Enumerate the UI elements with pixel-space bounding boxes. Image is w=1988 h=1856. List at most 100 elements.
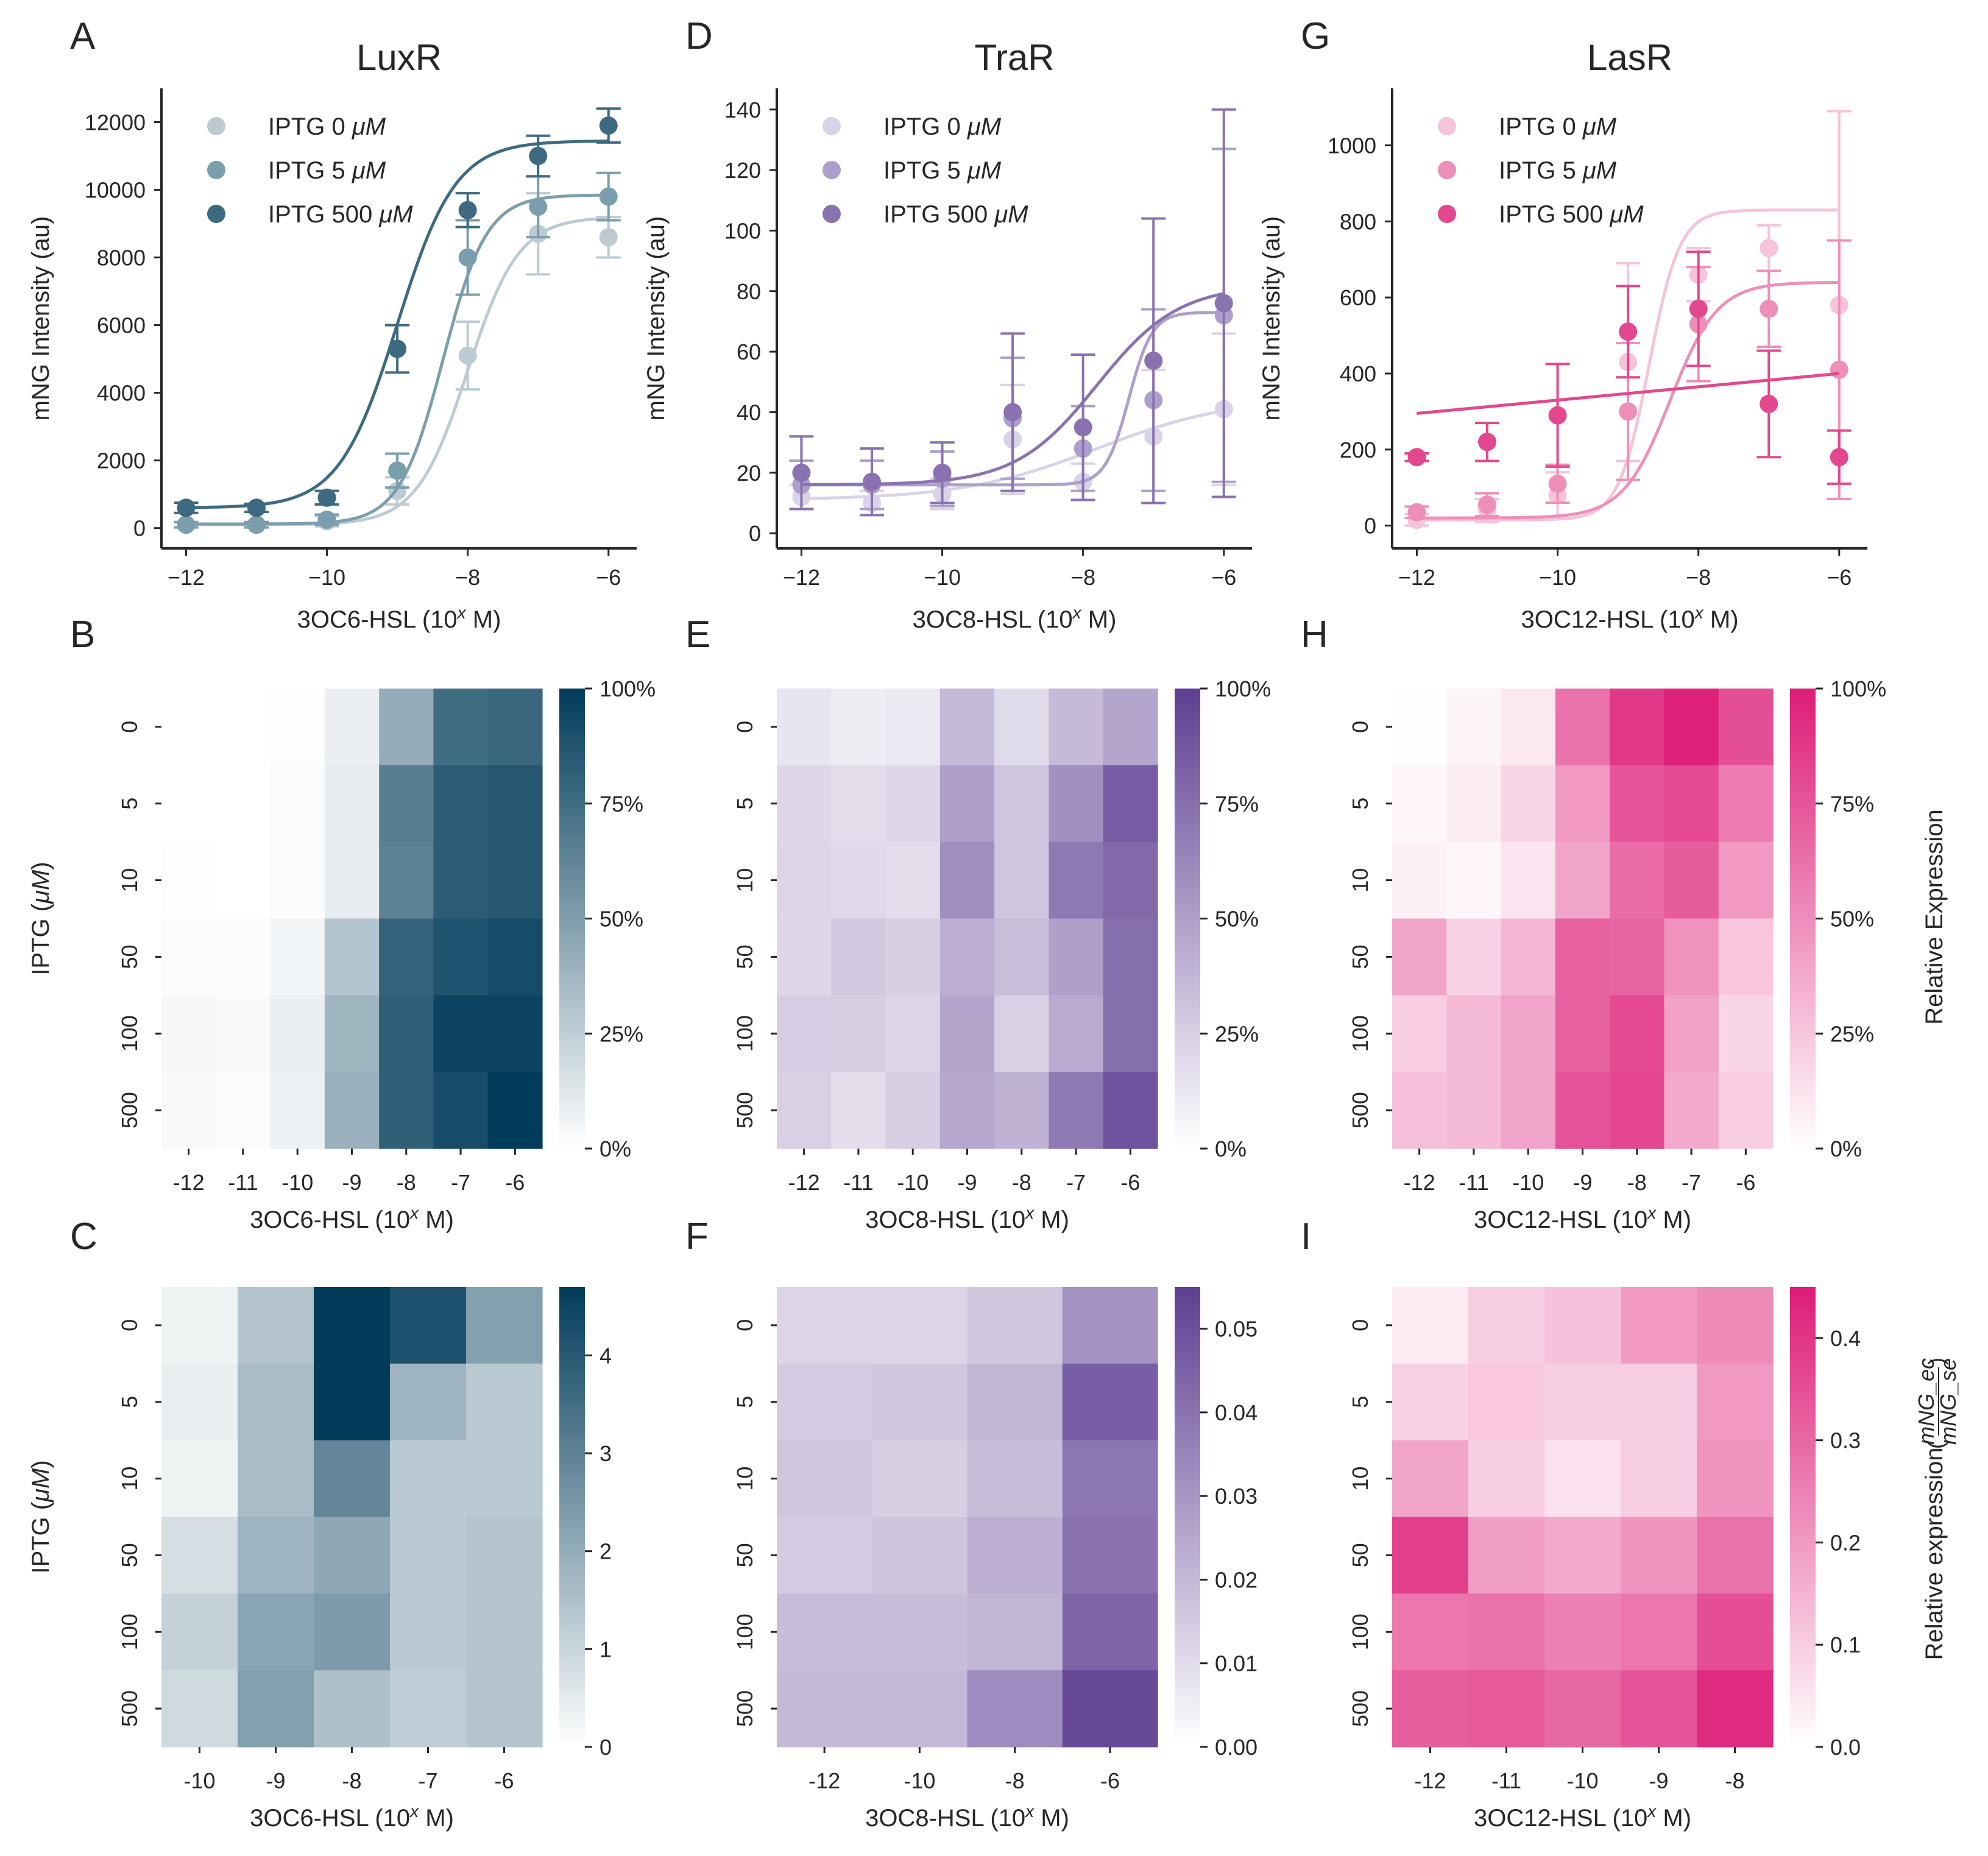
heatmap-cell bbox=[466, 1287, 543, 1364]
x-axis-label: 3OC8-HSL (10x M) bbox=[913, 603, 1117, 634]
heatmap-cell bbox=[379, 689, 434, 766]
y-tick-label: 5 bbox=[732, 1396, 757, 1408]
colorbar-tick-label: 0.4 bbox=[1830, 1326, 1861, 1351]
heatmap-cell bbox=[161, 1363, 238, 1441]
heatmap-cell bbox=[1610, 1072, 1665, 1149]
heatmap-cell bbox=[777, 1287, 872, 1364]
panel-letter-a: A bbox=[70, 15, 96, 57]
heatmap-cell bbox=[1468, 1363, 1545, 1441]
heatmap-cell bbox=[831, 995, 886, 1072]
y-tick-label: 0 bbox=[117, 1319, 142, 1331]
heatmap-cell bbox=[831, 841, 886, 919]
heatmap-cell bbox=[314, 1670, 391, 1748]
y-tick-label: 100 bbox=[1348, 1015, 1373, 1052]
heatmap-cell bbox=[831, 765, 886, 843]
y-tick-label: 0 bbox=[1348, 1319, 1373, 1331]
x-axis-label: 3OC12-HSL (10x M) bbox=[1521, 603, 1738, 634]
x-tick-label: −12 bbox=[168, 565, 205, 590]
ratio-paren-open: ( bbox=[1923, 1442, 1948, 1449]
legend-marker bbox=[822, 205, 841, 223]
x-tick-label: -6 bbox=[1736, 1170, 1755, 1195]
heatmap-cell bbox=[487, 765, 543, 843]
colorbar-tick-label: 0% bbox=[1215, 1136, 1247, 1161]
heatmap-cell bbox=[270, 918, 325, 996]
heatmap-cell bbox=[314, 1287, 391, 1364]
heatmap-cell bbox=[390, 1363, 467, 1441]
data-point bbox=[1760, 239, 1778, 258]
heatmap-cell bbox=[433, 689, 489, 766]
colorbar-tick-label: 2 bbox=[600, 1539, 612, 1564]
heatmap-cell bbox=[1544, 1287, 1621, 1364]
colorbar-tick-label: 0% bbox=[1830, 1136, 1862, 1161]
colorbar bbox=[1790, 689, 1816, 1149]
heatmap-cell bbox=[1555, 995, 1610, 1072]
heatmap-cell bbox=[939, 689, 995, 766]
data-point bbox=[1830, 360, 1848, 379]
y-tick-label: 5 bbox=[117, 798, 142, 810]
x-tick-label: -9 bbox=[342, 1170, 361, 1195]
heatmap-cell bbox=[777, 841, 832, 919]
y-tick-label: 0 bbox=[117, 721, 142, 733]
x-axis-label: 3OC8-HSL (10x M) bbox=[865, 1802, 1069, 1832]
heatmap-cell bbox=[1468, 1670, 1545, 1748]
heatmap-cell bbox=[1621, 1440, 1697, 1518]
x-tick-label: -7 bbox=[451, 1170, 470, 1195]
heatmap-cell bbox=[939, 765, 995, 843]
y-axis-label: IPTG (μM) bbox=[27, 1460, 54, 1573]
heatmap-cell bbox=[967, 1593, 1063, 1671]
y-tick-label: 500 bbox=[732, 1092, 757, 1128]
heatmap-cell bbox=[1610, 689, 1665, 766]
heatmap-cell bbox=[1446, 995, 1502, 1072]
heatmap-trar-ratio: -12 -10 -8 -6 0 5 10 50 100 500 3OC8-HSL (10x M) 0.… bbox=[732, 1287, 1258, 1832]
heatmap-cell bbox=[161, 1287, 238, 1364]
legend-label: IPTG 500 μM bbox=[1499, 201, 1644, 228]
colorbar-tick-label: 25% bbox=[1830, 1021, 1874, 1046]
x-tick-label: -10 bbox=[281, 1170, 313, 1195]
heatmap-cell bbox=[433, 995, 489, 1072]
heatmap-cell bbox=[967, 1440, 1063, 1518]
heatmap-cell bbox=[967, 1287, 1063, 1364]
x-tick-label: -9 bbox=[266, 1768, 285, 1793]
heatmap-cell bbox=[1664, 765, 1719, 843]
heatmap-cell bbox=[324, 918, 380, 996]
x-tick-label: -8 bbox=[1005, 1768, 1025, 1793]
y-tick-label: 10 bbox=[732, 1467, 757, 1491]
colorbar-tick-label: 75% bbox=[1215, 792, 1259, 816]
data-point bbox=[1003, 403, 1022, 422]
heatmap-cell bbox=[1103, 765, 1158, 843]
data-point bbox=[863, 472, 881, 491]
heatmap-cell bbox=[1468, 1287, 1545, 1364]
x-axis-label: 3OC8-HSL (10x M) bbox=[865, 1203, 1069, 1234]
heatmap-lasr-relative: -12 -11 -10 -9 -8 -7 -6 0 5 10 50 100 500 3OC12-HSL (… bbox=[1348, 676, 1886, 1233]
heatmap-cell bbox=[161, 1072, 216, 1149]
heatmap-cell bbox=[1544, 1440, 1621, 1518]
heatmap-cell bbox=[1621, 1670, 1697, 1748]
y-tick-label: 40 bbox=[737, 400, 761, 425]
x-tick-label: -9 bbox=[1649, 1768, 1668, 1793]
data-point bbox=[1548, 406, 1567, 425]
colorbar-tick-label: 0.00 bbox=[1215, 1735, 1258, 1760]
x-tick-label: −6 bbox=[1827, 565, 1852, 590]
data-point bbox=[317, 488, 336, 507]
heatmap-cell bbox=[379, 841, 434, 919]
heatmap-cell bbox=[270, 689, 325, 766]
x-axis-label: 3OC6-HSL (10x M) bbox=[297, 603, 501, 634]
heatmap-trar-relative: -12 -11 -10 -9 -8 -7 -6 0 5 10 50 100 500 3OC8-HSL (1… bbox=[732, 676, 1271, 1233]
heatmap-cell bbox=[1697, 1287, 1774, 1364]
heatmap-cell bbox=[324, 995, 380, 1072]
heatmap-cell bbox=[1392, 1593, 1469, 1671]
heatmap-cell bbox=[1468, 1517, 1545, 1594]
heatmap-cell bbox=[1555, 918, 1610, 996]
heatmap-cell bbox=[994, 995, 1050, 1072]
data-point bbox=[247, 515, 266, 534]
heatmap-cell bbox=[1610, 918, 1665, 996]
heatmap-cell bbox=[1062, 1517, 1158, 1594]
colorbar-tick-label: 0.1 bbox=[1830, 1632, 1861, 1657]
series-2 bbox=[1404, 250, 1852, 485]
colorbar bbox=[1175, 1287, 1200, 1747]
heatmap-cell bbox=[161, 1517, 238, 1594]
y-tick-label: 4000 bbox=[97, 381, 146, 406]
heatmap-cell bbox=[433, 841, 489, 919]
panel-letter-g: G bbox=[1301, 15, 1330, 57]
